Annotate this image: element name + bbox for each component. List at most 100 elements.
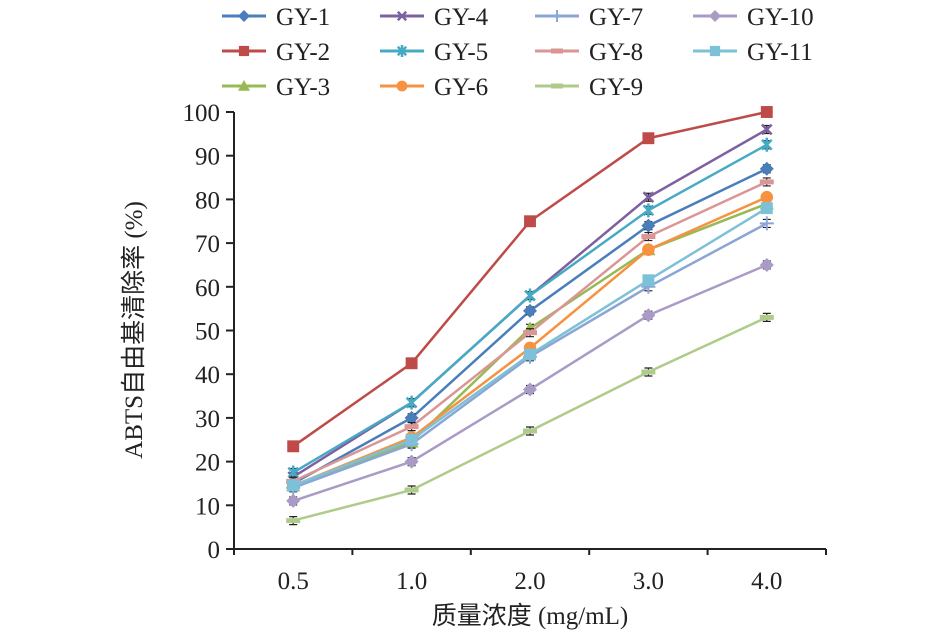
legend-label: GY-6 [434,74,488,101]
data-point [760,190,774,204]
series-gy-2 [287,106,773,453]
legend-marker [709,45,721,57]
legend-item-gy-6: GY-6 [380,74,488,101]
legend-marker [238,10,250,22]
data-point [523,330,537,336]
y-tick-label: 80 [195,187,220,214]
data-point [642,203,655,218]
data-point [642,243,655,256]
y-tick-label: 50 [195,319,220,346]
legend-item-gy-3: GY-3 [222,74,330,101]
legend-marker [551,48,563,54]
data-point [759,314,774,320]
series-line [292,196,768,487]
legend-marker [709,10,721,22]
data-point [524,348,536,361]
series-line [292,128,768,478]
legend-marker [396,10,408,22]
y-tick-label: 90 [195,144,220,171]
legend-label: GY-9 [589,74,643,101]
legend-label: GY-5 [434,39,488,66]
y-tick-label: 100 [183,100,221,127]
y-tick-label: 70 [195,231,220,258]
data-point [642,132,655,145]
y-tick-label: 20 [195,450,220,477]
data-point [641,218,656,233]
x-ticks: 0.5 1.0 2.0 3.0 4.0 [233,549,827,595]
data-point [759,257,774,272]
y-tick-label: 40 [195,362,220,389]
series-gy-8 [286,177,774,486]
legend-item-gy-2: GY-2 [222,39,330,66]
y-tick-label: 30 [195,406,220,433]
data-point [759,216,774,231]
data-point [404,410,419,425]
x-tick-label: 0.5 [278,568,309,595]
data-point [759,179,774,185]
data-point [761,137,773,152]
data-point [405,433,418,446]
data-point [286,493,301,508]
data-point [642,191,655,203]
legend-item-gy-8: GY-8 [535,39,643,66]
data-point [404,424,419,430]
data-point [523,428,537,434]
series-gy-5 [287,137,773,480]
legend-marker [396,80,408,92]
legend-label: GY-2 [276,39,330,66]
data-point [759,161,774,176]
x-tick-label: 2.0 [514,568,545,595]
legend-label: GY-7 [589,4,643,31]
x-tick-label: 3.0 [633,568,664,595]
data-point [287,479,300,492]
data-point [286,518,301,524]
data-point [524,288,536,303]
data-point [642,274,655,287]
y-tick-label: 0 [208,537,221,564]
legend-item-gy-7: GY-7 [535,4,643,31]
data-point [404,487,419,493]
data-point [404,454,419,469]
legend-item-gy-4: GY-4 [380,4,489,31]
legend-label: GY-8 [589,39,643,66]
legend-label: GY-11 [747,39,813,66]
data-point [523,303,537,318]
y-tick-label: 60 [195,275,220,302]
legend-item-gy-9: GY-9 [535,74,643,101]
series-gy-9 [286,312,774,526]
data-point [641,369,656,375]
legend-label: GY-1 [276,4,330,31]
y-axis-label: ABTS自由基清除率 (%) [120,201,148,459]
legend-label: GY-10 [747,4,814,31]
x-tick-label: 1.0 [396,568,427,595]
series-gy-10 [286,257,774,508]
legend-item-gy-1: GY-1 [222,4,330,31]
data-point [405,395,418,410]
legend-item-gy-10: GY-10 [693,4,814,31]
data-point [523,382,537,397]
legend-marker [396,45,408,57]
y-tick-label: 10 [195,493,220,520]
legend-item-gy-11: GY-11 [693,39,813,66]
data-point [524,215,536,228]
legend-marker [551,83,563,89]
series-layer [286,106,774,526]
data-point [405,357,418,370]
x-tick-label: 4.0 [751,568,782,595]
legend-label: GY-3 [276,74,330,101]
data-point [761,123,773,136]
data-point [641,234,656,240]
y-ticks: 0 10 20 30 40 50 60 70 80 90 100 [183,100,234,564]
axes: 0 10 20 30 40 50 60 70 80 90 100 0.5 1.0 2.0 3.0 4.0 [183,100,827,595]
legend-marker [238,45,250,57]
legend-marker [551,10,563,22]
data-point [641,308,656,323]
series-gy-11 [287,202,773,492]
data-point [760,106,773,118]
data-point [287,440,300,453]
data-point [760,202,773,215]
legend: GY-1 GY-2 GY-3 GY-4 GY-5 GY-6 GY-7 GY-8 GY-9 GY-1… [222,4,814,101]
x-axis-label: 质量浓度 (mg/mL) [432,602,629,630]
legend-label: GY-4 [434,4,489,31]
